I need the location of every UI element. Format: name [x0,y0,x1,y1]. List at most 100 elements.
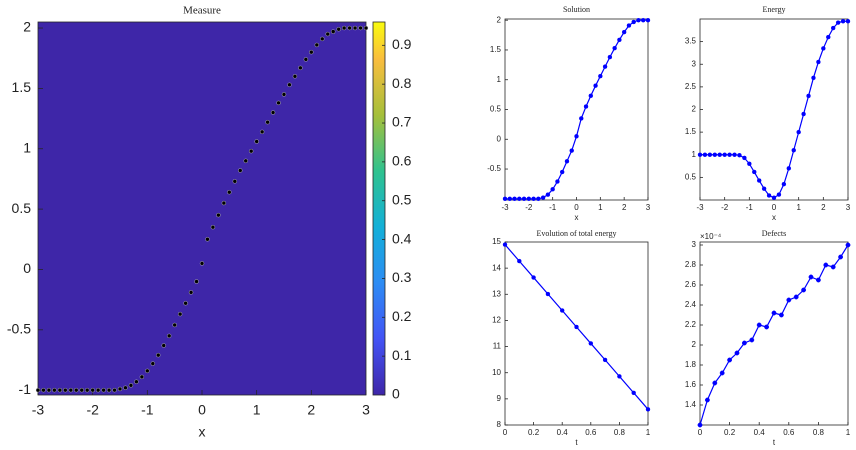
marker [727,152,732,157]
chart-title: Solution [563,5,590,14]
marker [617,37,622,43]
marker [781,181,787,187]
marker [816,59,821,65]
x-tick-label: 1 [646,428,651,437]
y-tick-label: 1.4 [685,400,697,409]
marker [712,152,717,157]
marker [502,242,508,247]
marker [823,262,829,268]
x-tick-label: -2 [86,402,99,418]
x-tick-label: -1 [141,402,154,418]
y-tick-label: 2 [692,105,697,114]
marker [583,104,589,109]
x-tick-label: 0.8 [614,428,626,437]
point [303,57,309,62]
marker [742,340,747,346]
marker [705,397,710,403]
marker [830,264,836,270]
point [205,237,210,242]
y-tick-label: 1 [23,139,31,155]
x-tick-label: 0.8 [813,428,825,437]
marker [593,83,598,88]
marker [734,350,740,356]
point [46,387,52,393]
y-tick-label: 3 [692,59,697,68]
marker [607,54,613,60]
marker [719,370,725,376]
point [341,25,347,31]
point [128,383,134,388]
marker [808,274,814,280]
chart-title: Energy [763,5,786,14]
marker [545,291,551,297]
plot-area [504,18,649,201]
marker [645,17,651,23]
point [95,387,101,393]
point [298,65,303,71]
marker [776,192,782,197]
marker [598,73,603,79]
colorbar-tick-label: 0.9 [392,36,412,52]
x-tick-label: 1 [253,402,261,418]
point [52,387,57,393]
y-tick-label: 2 [23,19,31,35]
marker [821,46,826,51]
point [227,190,232,195]
point [183,301,188,306]
marker [602,64,608,69]
point [194,279,199,284]
point [68,387,74,393]
marker [540,195,546,200]
point [270,110,276,115]
x-tick-label: -3 [696,203,704,212]
point [238,168,243,173]
point [156,352,161,358]
point [106,387,112,393]
marker [702,152,708,157]
marker [722,152,727,157]
point [248,148,254,154]
y-tick-label: 2.8 [685,260,697,269]
marker [564,159,570,164]
point [166,333,172,339]
y-tick-label: 10 [492,368,501,377]
marker [845,242,851,248]
point [347,25,352,31]
marker [764,324,769,330]
point [145,368,150,374]
marker [502,196,508,202]
y-tick-label: 2 [497,15,502,24]
marker [645,407,651,412]
marker [761,186,767,191]
marker [536,196,541,202]
y-tick-label: 11 [493,342,502,351]
marker [531,275,536,280]
x-tick-label: 3 [362,402,370,418]
marker [757,178,762,183]
point [199,261,205,266]
marker [835,20,841,25]
marker [840,19,846,24]
marker [507,196,512,202]
y-tick-label: -0.5 [7,321,31,337]
x-axis-label: t [575,438,578,447]
x-tick-label: -2 [721,203,729,212]
point [276,100,281,106]
marker [737,153,742,158]
point [232,179,238,184]
point [41,387,46,393]
x-tick-label: -2 [525,203,533,212]
marker [512,196,517,202]
y-tick-label: 9 [497,394,502,403]
plot-area [699,18,849,201]
colorbar-tick-label: 0.3 [392,269,412,285]
marker [756,322,762,328]
x-tick-label: 3 [646,203,651,212]
marker [831,25,836,31]
marker [641,17,646,23]
x-tick-label: -3 [32,402,45,418]
y-tick-label: 3 [692,240,697,249]
x-tick-label: -3 [501,203,509,212]
point [320,36,325,42]
point [265,119,270,125]
